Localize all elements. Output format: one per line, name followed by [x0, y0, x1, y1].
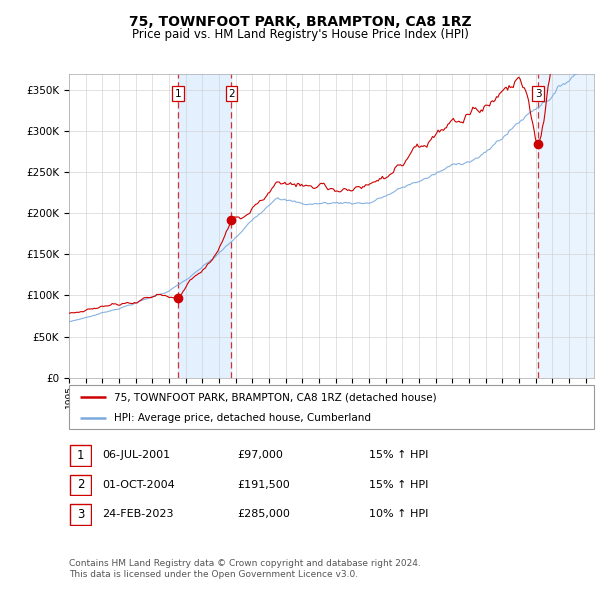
Text: 3: 3 — [535, 88, 541, 99]
Text: £285,000: £285,000 — [237, 510, 290, 519]
Bar — [538, 74, 594, 378]
Text: Price paid vs. HM Land Registry's House Price Index (HPI): Price paid vs. HM Land Registry's House … — [131, 28, 469, 41]
Text: Contains HM Land Registry data © Crown copyright and database right 2024.
This d: Contains HM Land Registry data © Crown c… — [69, 559, 421, 579]
Text: 10% ↑ HPI: 10% ↑ HPI — [369, 510, 428, 519]
Text: £97,000: £97,000 — [237, 451, 283, 460]
Bar — [538, 74, 594, 378]
Text: 2: 2 — [77, 478, 84, 491]
Text: 75, TOWNFOOT PARK, BRAMPTON, CA8 1RZ (detached house): 75, TOWNFOOT PARK, BRAMPTON, CA8 1RZ (de… — [113, 392, 436, 402]
Text: 06-JUL-2001: 06-JUL-2001 — [102, 451, 170, 460]
Text: 75, TOWNFOOT PARK, BRAMPTON, CA8 1RZ: 75, TOWNFOOT PARK, BRAMPTON, CA8 1RZ — [128, 15, 472, 29]
Text: £191,500: £191,500 — [237, 480, 290, 490]
Text: 1: 1 — [175, 88, 181, 99]
Text: 3: 3 — [77, 508, 84, 521]
Text: 24-FEB-2023: 24-FEB-2023 — [102, 510, 173, 519]
Text: 15% ↑ HPI: 15% ↑ HPI — [369, 480, 428, 490]
Text: HPI: Average price, detached house, Cumberland: HPI: Average price, detached house, Cumb… — [113, 413, 371, 423]
Text: 15% ↑ HPI: 15% ↑ HPI — [369, 451, 428, 460]
Text: 2: 2 — [228, 88, 235, 99]
Text: 01-OCT-2004: 01-OCT-2004 — [102, 480, 175, 490]
Bar — [178, 74, 232, 378]
Text: 1: 1 — [77, 449, 84, 462]
